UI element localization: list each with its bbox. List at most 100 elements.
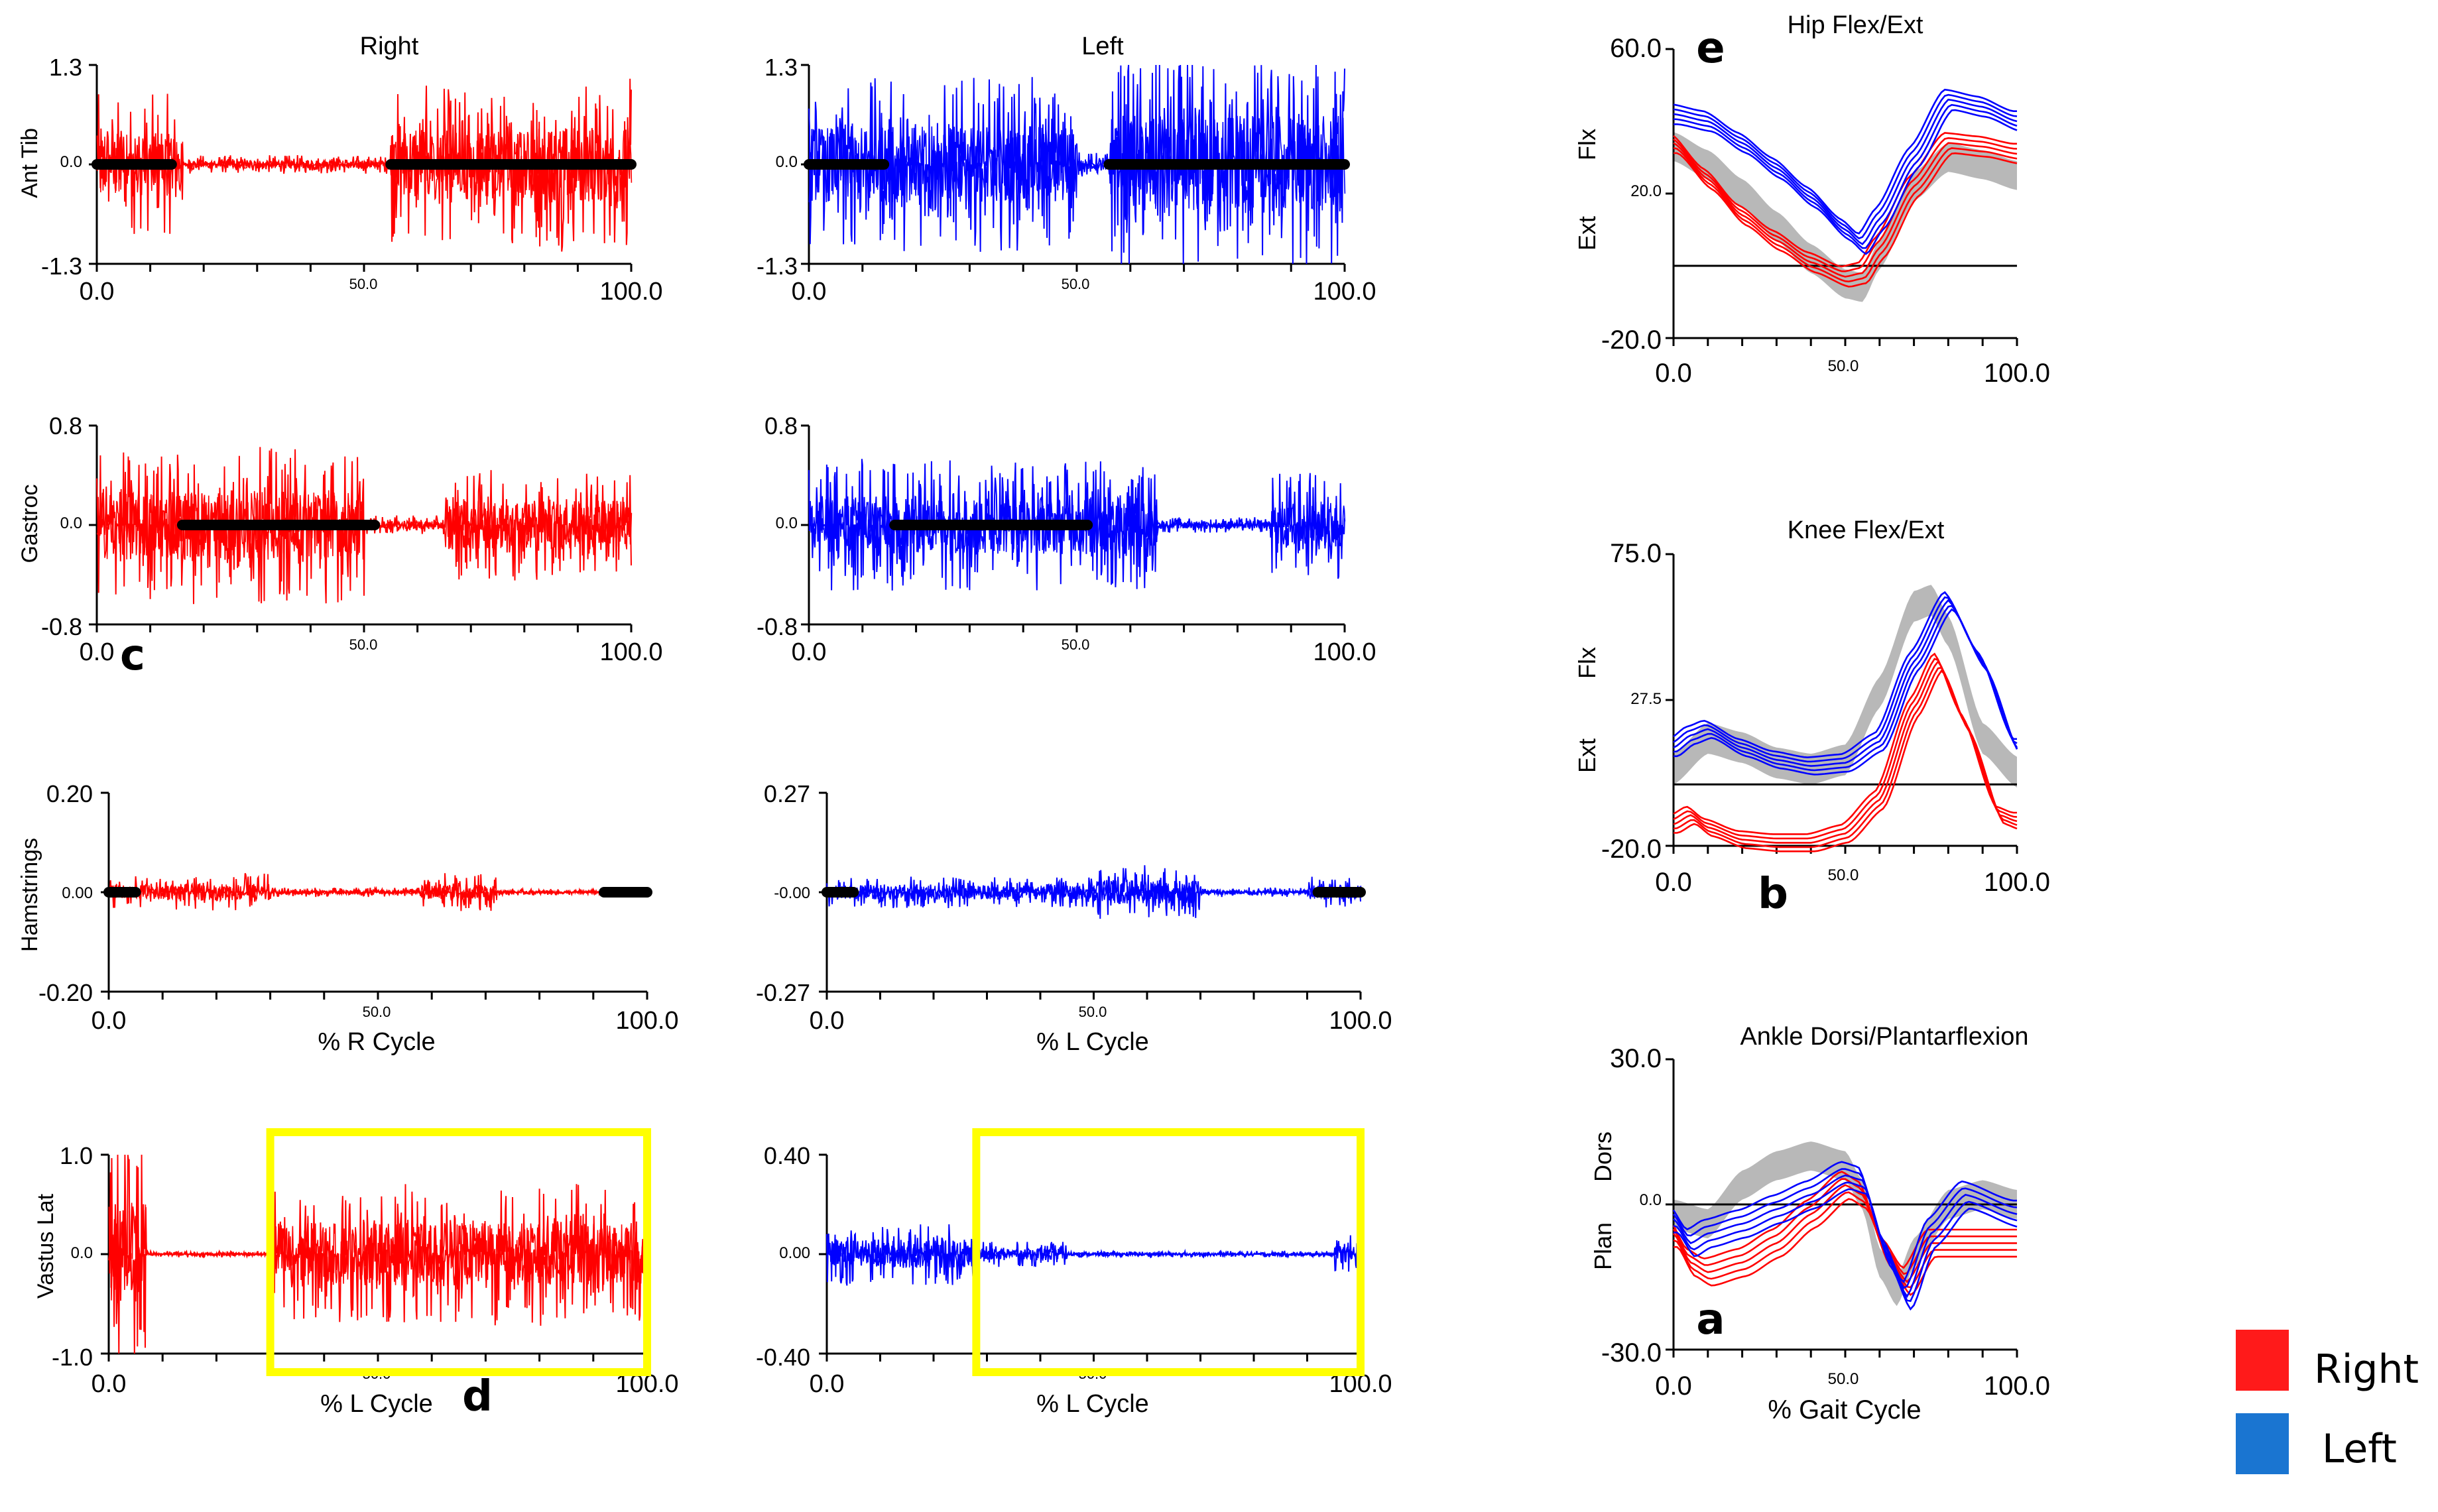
y-tick-top: 30.0: [1610, 1044, 1662, 1073]
emg-trace: [808, 64, 1345, 264]
series-line-left: [1673, 98, 2018, 245]
emg-trace-overlay: [108, 1202, 648, 1303]
y-tick-bottom: -0.8: [757, 613, 798, 640]
x-axis-label: % Gait Cycle: [1768, 1395, 1921, 1425]
y-tick-top: 1.3: [764, 54, 798, 81]
plot-gastroc-right: Gastroc 0.8 0.0 -0.8 0.0 50.0 100.0: [17, 412, 663, 666]
series-line-left: [1673, 88, 2017, 235]
x-tick-mid: 50.0: [1062, 276, 1090, 292]
y-tick-top: 75.0: [1610, 539, 1662, 568]
y-tick-mid: 0.0: [71, 1244, 93, 1262]
x-tick-end: 100.0: [1313, 638, 1376, 666]
x-tick-end: 100.0: [1313, 278, 1376, 306]
normal-range-band: [1674, 585, 2017, 787]
normal-range-band: [1674, 1141, 2017, 1307]
y-label-top: Flx: [1573, 647, 1601, 679]
series-line-right: [1674, 152, 2018, 288]
x-tick-mid: 50.0: [363, 1004, 391, 1020]
y-label-bottom: Ext: [1573, 738, 1601, 773]
plot-marks: [89, 48, 2018, 1376]
y-tick-top: 0.8: [764, 412, 798, 439]
y-tick-top: 1.3: [49, 54, 82, 81]
normal-range-band: [1674, 132, 2017, 302]
legend-label-left: Left: [2322, 1426, 2397, 1472]
y-tick-top: 0.8: [49, 412, 82, 439]
x-axis-label: % L Cycle: [320, 1390, 433, 1418]
panel-letter-e: e: [1696, 24, 1725, 73]
series-line-right: [1674, 1198, 2017, 1297]
y-tick-bottom: -20.0: [1601, 325, 1662, 355]
plot-gastroc-left: 0.8 0.0 -0.8 0.0 50.0 100.0: [757, 412, 1376, 666]
emg-trace-overlay: [808, 115, 1346, 213]
y-label-bottom: Ext: [1573, 216, 1601, 251]
x-tick-end: 100.0: [599, 638, 662, 666]
series-line-right: [1673, 147, 2018, 283]
x-tick-start: 0.0: [80, 638, 115, 666]
y-tick-bottom: -1.0: [52, 1344, 93, 1371]
y-tick-mid: 0.00: [62, 884, 93, 902]
x-tick-mid: 50.0: [349, 276, 378, 292]
plot-hamstrings-right: Hamstrings 0.20 0.00 -0.20 0.0 50.0 100.…: [17, 780, 679, 1056]
y-tick-mid: 0.0: [60, 153, 82, 171]
x-axis-label: % L Cycle: [1036, 1028, 1149, 1056]
column-title-left: Left: [1081, 32, 1124, 60]
series-line-right: [1673, 137, 2018, 272]
series-line-left: [1672, 1168, 2018, 1289]
series-line-left: [1673, 1181, 2018, 1303]
x-tick-start: 0.0: [1655, 868, 1692, 897]
y-tick-top: 1.0: [60, 1142, 93, 1169]
highlight-box: [972, 1128, 1365, 1376]
plot-ant-tib-right: Right Ant Tib 1.3 0.0 -1.3 0.0 50.0 100.…: [17, 32, 663, 306]
plot-knee-flex-ext: Knee Flex/Ext Flx Ext 75.0 27.5 -20.0 0.…: [1573, 516, 2050, 897]
series-line-left: [1672, 1161, 2017, 1283]
y-tick-bottom: -0.40: [756, 1344, 810, 1371]
panel-letter-d: d: [462, 1372, 493, 1421]
x-tick-end: 100.0: [1329, 1007, 1392, 1035]
x-tick-start: 0.0: [810, 1370, 845, 1398]
series-line-left: [1673, 1174, 2018, 1299]
x-tick-start: 0.0: [792, 638, 827, 666]
series-line-right: [1673, 1191, 2017, 1289]
x-tick-start: 0.0: [1655, 1371, 1692, 1401]
y-tick-bottom: -20.0: [1601, 835, 1662, 864]
x-tick-end: 100.0: [599, 278, 662, 306]
x-axis-label: % R Cycle: [318, 1028, 435, 1056]
y-label-bottom: Plan: [1589, 1222, 1616, 1270]
y-tick-mid: 27.5: [1630, 690, 1662, 708]
series-line-right: [1672, 1178, 2017, 1275]
y-tick-bottom: -0.27: [756, 979, 810, 1006]
x-axis-label: % L Cycle: [1036, 1390, 1149, 1418]
legend-swatch-left: [2236, 1413, 2289, 1474]
x-tick-mid: 50.0: [1079, 1004, 1107, 1020]
x-tick-mid: 50.0: [349, 636, 378, 653]
panel-letter-b: b: [1758, 870, 1788, 919]
y-tick-top: 0.20: [46, 780, 93, 807]
plot-title: Knee Flex/Ext: [1788, 516, 1945, 544]
y-tick-mid: 20.0: [1630, 182, 1662, 200]
legend-label-right: Right: [2314, 1346, 2419, 1393]
x-tick-end: 100.0: [615, 1007, 678, 1035]
plot-hamstrings-left: 0.27 -0.00 -0.27 0.0 50.0 100.0 % L Cycl…: [756, 780, 1392, 1056]
y-tick-mid: 0.0: [776, 514, 798, 532]
x-tick-end: 100.0: [1984, 359, 2050, 388]
y-tick-bottom: -1.3: [41, 253, 82, 280]
y-tick-mid: 0.0: [776, 153, 798, 171]
highlight-box: [266, 1128, 652, 1376]
plot-title: Hip Flex/Ext: [1788, 11, 1923, 39]
x-tick-start: 0.0: [91, 1370, 127, 1398]
y-tick-mid: 0.0: [1640, 1191, 1662, 1209]
panel-letter-c: c: [120, 631, 145, 680]
emg-trace-overlay: [826, 880, 1362, 904]
y-tick-mid: 0.0: [60, 514, 82, 532]
y-tick-mid: 0.00: [779, 1244, 810, 1262]
y-label-top: Dors: [1589, 1132, 1616, 1182]
plot-ant-tib-left: Left 1.3 0.0 -1.3 0.0 50.0 100.0: [757, 32, 1376, 306]
x-tick-start: 0.0: [80, 278, 115, 306]
emg-trace-overlay: [96, 127, 633, 203]
x-tick-start: 0.0: [792, 278, 827, 306]
y-tick-top: 0.40: [764, 1142, 810, 1169]
x-tick-start: 0.0: [1655, 359, 1692, 388]
y-tick-top: 0.27: [764, 780, 810, 807]
y-tick-bottom: -0.8: [41, 613, 82, 640]
y-label-top: Flx: [1573, 129, 1601, 160]
